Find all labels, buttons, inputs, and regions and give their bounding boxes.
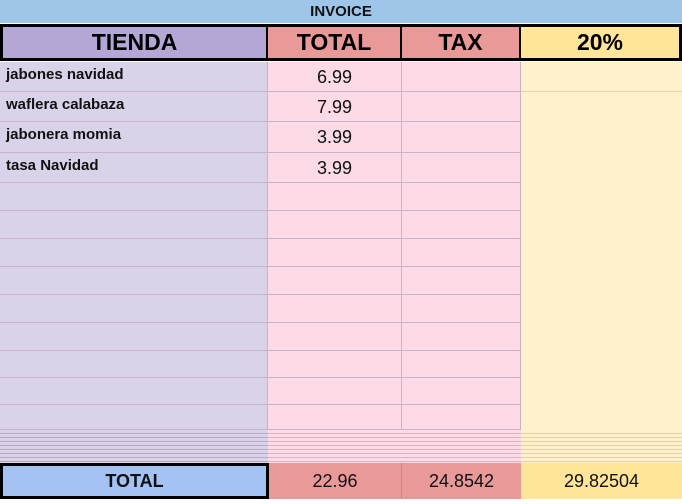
percent-cell[interactable] — [521, 351, 682, 378]
percent-cell[interactable] — [521, 153, 682, 183]
total-cell[interactable] — [268, 239, 402, 267]
totals-label[interactable]: TOTAL — [0, 463, 269, 499]
tax-cell[interactable] — [402, 183, 521, 211]
totals-20-percent[interactable]: 29.82504 — [521, 463, 682, 499]
tax-cell[interactable] — [402, 239, 521, 267]
tax-cell[interactable] — [402, 323, 521, 351]
percent-cell[interactable] — [521, 323, 682, 351]
tienda-cell[interactable]: jabones navidad — [0, 62, 268, 92]
table-row — [0, 267, 682, 295]
tax-cell[interactable] — [402, 62, 521, 92]
header-total[interactable]: TOTAL — [268, 24, 403, 61]
percent-cell[interactable] — [521, 405, 682, 430]
tienda-cell[interactable]: tasa Navidad — [0, 153, 268, 183]
percent-cell[interactable] — [521, 378, 682, 405]
percent-cell[interactable] — [521, 62, 682, 92]
tax-cell[interactable] — [402, 211, 521, 239]
header-20-percent[interactable]: 20% — [521, 24, 682, 61]
invoice-title: INVOICE — [0, 0, 682, 23]
total-cell[interactable]: 3.99 — [268, 122, 402, 153]
tienda-cell[interactable]: jabonera momia — [0, 122, 268, 153]
table-row — [0, 351, 682, 378]
totals-tax[interactable]: 24.8542 — [402, 463, 521, 499]
tienda-cell[interactable] — [0, 323, 268, 351]
tienda-cell[interactable] — [0, 295, 268, 323]
tax-cell[interactable] — [402, 351, 521, 378]
tax-cell[interactable] — [402, 267, 521, 295]
total-cell[interactable] — [268, 211, 402, 239]
header-tax[interactable]: TAX — [402, 24, 522, 61]
total-cell[interactable] — [268, 378, 402, 405]
table-row: tasa Navidad 3.99 — [0, 153, 682, 183]
tienda-cell[interactable] — [0, 267, 268, 295]
tienda-cell[interactable] — [0, 239, 268, 267]
table-row: waflera calabaza 7.99 — [0, 92, 682, 122]
percent-cell[interactable] — [521, 183, 682, 211]
total-cell[interactable]: 7.99 — [268, 92, 402, 122]
tax-cell[interactable] — [402, 295, 521, 323]
tax-cell[interactable] — [402, 122, 521, 153]
table-row — [0, 211, 682, 239]
tienda-cell[interactable] — [0, 211, 268, 239]
total-cell[interactable] — [268, 295, 402, 323]
totals-row: TOTAL 22.96 24.8542 29.82504 — [0, 463, 682, 499]
total-cell[interactable] — [268, 267, 402, 295]
table-row — [0, 183, 682, 211]
table-row — [0, 239, 682, 267]
tienda-cell[interactable] — [0, 351, 268, 378]
total-cell[interactable]: 6.99 — [268, 62, 402, 92]
tax-cell[interactable] — [402, 92, 521, 122]
tienda-cell[interactable] — [0, 183, 268, 211]
header-tienda[interactable]: TIENDA — [0, 24, 269, 61]
hidden-rows — [0, 430, 682, 463]
total-cell[interactable] — [268, 351, 402, 378]
percent-cell[interactable] — [521, 122, 682, 153]
tienda-cell[interactable] — [0, 405, 268, 430]
table-row — [0, 323, 682, 351]
percent-cell[interactable] — [521, 267, 682, 295]
table-row — [0, 405, 682, 430]
total-cell[interactable] — [268, 323, 402, 351]
table-row — [0, 378, 682, 405]
tax-cell[interactable] — [402, 405, 521, 430]
tax-cell[interactable] — [402, 153, 521, 183]
percent-cell[interactable] — [521, 239, 682, 267]
percent-cell[interactable] — [521, 211, 682, 239]
total-cell[interactable] — [268, 183, 402, 211]
total-cell[interactable] — [268, 405, 402, 430]
percent-cell[interactable] — [521, 92, 682, 122]
totals-total[interactable]: 22.96 — [269, 463, 402, 499]
tax-cell[interactable] — [402, 378, 521, 405]
table-row: jabonera momia 3.99 — [0, 122, 682, 153]
tienda-cell[interactable] — [0, 378, 268, 405]
percent-cell[interactable] — [521, 295, 682, 323]
table-row: jabones navidad 6.99 — [0, 62, 682, 92]
table-row — [0, 295, 682, 323]
tienda-cell[interactable]: waflera calabaza — [0, 92, 268, 122]
total-cell[interactable]: 3.99 — [268, 153, 402, 183]
